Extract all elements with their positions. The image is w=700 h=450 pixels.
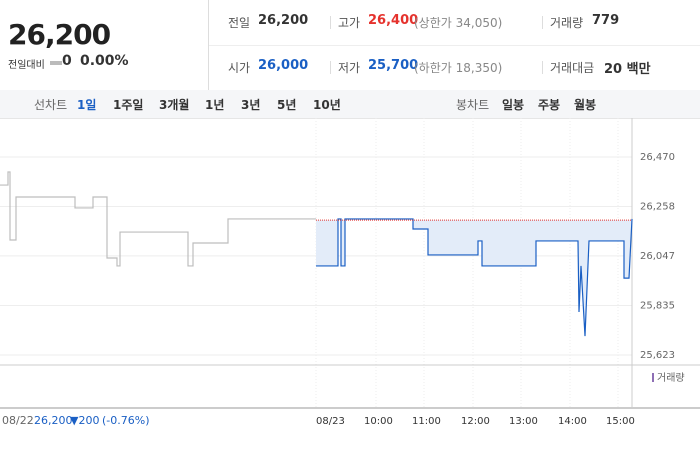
- info-sub: (상한가 34,050): [414, 16, 503, 30]
- info-label: 시가: [228, 61, 251, 75]
- info-label: 고가: [338, 16, 361, 30]
- info-label: 저가: [338, 61, 361, 75]
- tab[interactable]: 1년: [205, 98, 225, 112]
- tab-label: 선차트: [34, 98, 68, 112]
- y-tick-label: 26,258: [640, 202, 675, 213]
- price-line: [0, 171, 316, 267]
- tab[interactable]: 3개월: [159, 98, 190, 112]
- x-tick-label: 14:00: [558, 416, 587, 427]
- footer-date: 08/22: [2, 414, 34, 427]
- info-label: 거래대금: [550, 61, 595, 75]
- col-divider: [542, 16, 543, 29]
- change-pct: 0.00%: [80, 53, 129, 69]
- area-fill: [316, 218, 632, 337]
- info-label: 거래량: [550, 16, 584, 30]
- volume-legend: 거래량: [657, 372, 685, 384]
- footer-price: 26,200: [34, 414, 73, 427]
- chart: 26,470 26,258 26,047 25,835 25,623 08/23 10:00…: [0, 118, 700, 427]
- x-tick-label: 11:00: [412, 416, 441, 427]
- col-divider: [542, 61, 543, 74]
- row-divider: [209, 45, 700, 46]
- tab[interactable]: 5년: [277, 98, 297, 112]
- info-value: 779: [592, 13, 620, 28]
- x-tick-label: 08/23: [316, 416, 345, 427]
- y-tick-label: 25,623: [640, 350, 675, 361]
- x-tick-label: 13:00: [509, 416, 538, 427]
- x-tick-label: 12:00: [461, 416, 490, 427]
- info-value: 26,200: [258, 13, 309, 28]
- quote-header: 26,200 전일대비 0 0.00% 전일 26,200 고가 26,400 (상한가…: [0, 0, 700, 91]
- legend-swatch: [652, 373, 654, 382]
- price: 26,200: [8, 18, 111, 51]
- info-sub: (하한가 18,350): [414, 61, 503, 75]
- x-tick-label: 10:00: [364, 416, 393, 427]
- change-label: 전일대비: [8, 60, 45, 71]
- tab[interactable]: 3년: [241, 98, 261, 112]
- info-label: 전일: [228, 16, 251, 30]
- change: 0: [62, 53, 72, 69]
- y-tick-label: 26,470: [640, 152, 675, 163]
- price-line: [316, 218, 633, 337]
- divider: [208, 0, 209, 90]
- footer-change: ▼200: [70, 414, 100, 427]
- tab[interactable]: 1일: [77, 98, 97, 112]
- footer-pct: (-0.76%): [102, 414, 150, 427]
- y-tick-label: 25,835: [640, 300, 675, 311]
- tab[interactable]: 1주일: [113, 98, 144, 112]
- tab-label: 봉차트: [456, 98, 490, 112]
- info-value: 25,700: [368, 58, 419, 73]
- tab[interactable]: 월봉: [574, 98, 597, 112]
- info-value: 20 백만: [604, 62, 651, 77]
- tab[interactable]: 주봉: [538, 98, 561, 112]
- col-divider: [330, 61, 331, 74]
- col-divider: [330, 16, 331, 29]
- tab[interactable]: 10년: [313, 98, 341, 112]
- tab[interactable]: 일봉: [502, 98, 525, 112]
- info-value: 26,400: [368, 13, 419, 28]
- info-value: 26,000: [258, 58, 309, 73]
- x-tick-label: 15:00: [606, 416, 635, 427]
- flat-icon: [50, 61, 62, 65]
- y-tick-label: 26,047: [640, 251, 675, 262]
- period-tabs: 선차트 1일 1주일 3개월 1년 3년 5년 10년 봉차트 일봉 주봉 월봉: [0, 90, 700, 119]
